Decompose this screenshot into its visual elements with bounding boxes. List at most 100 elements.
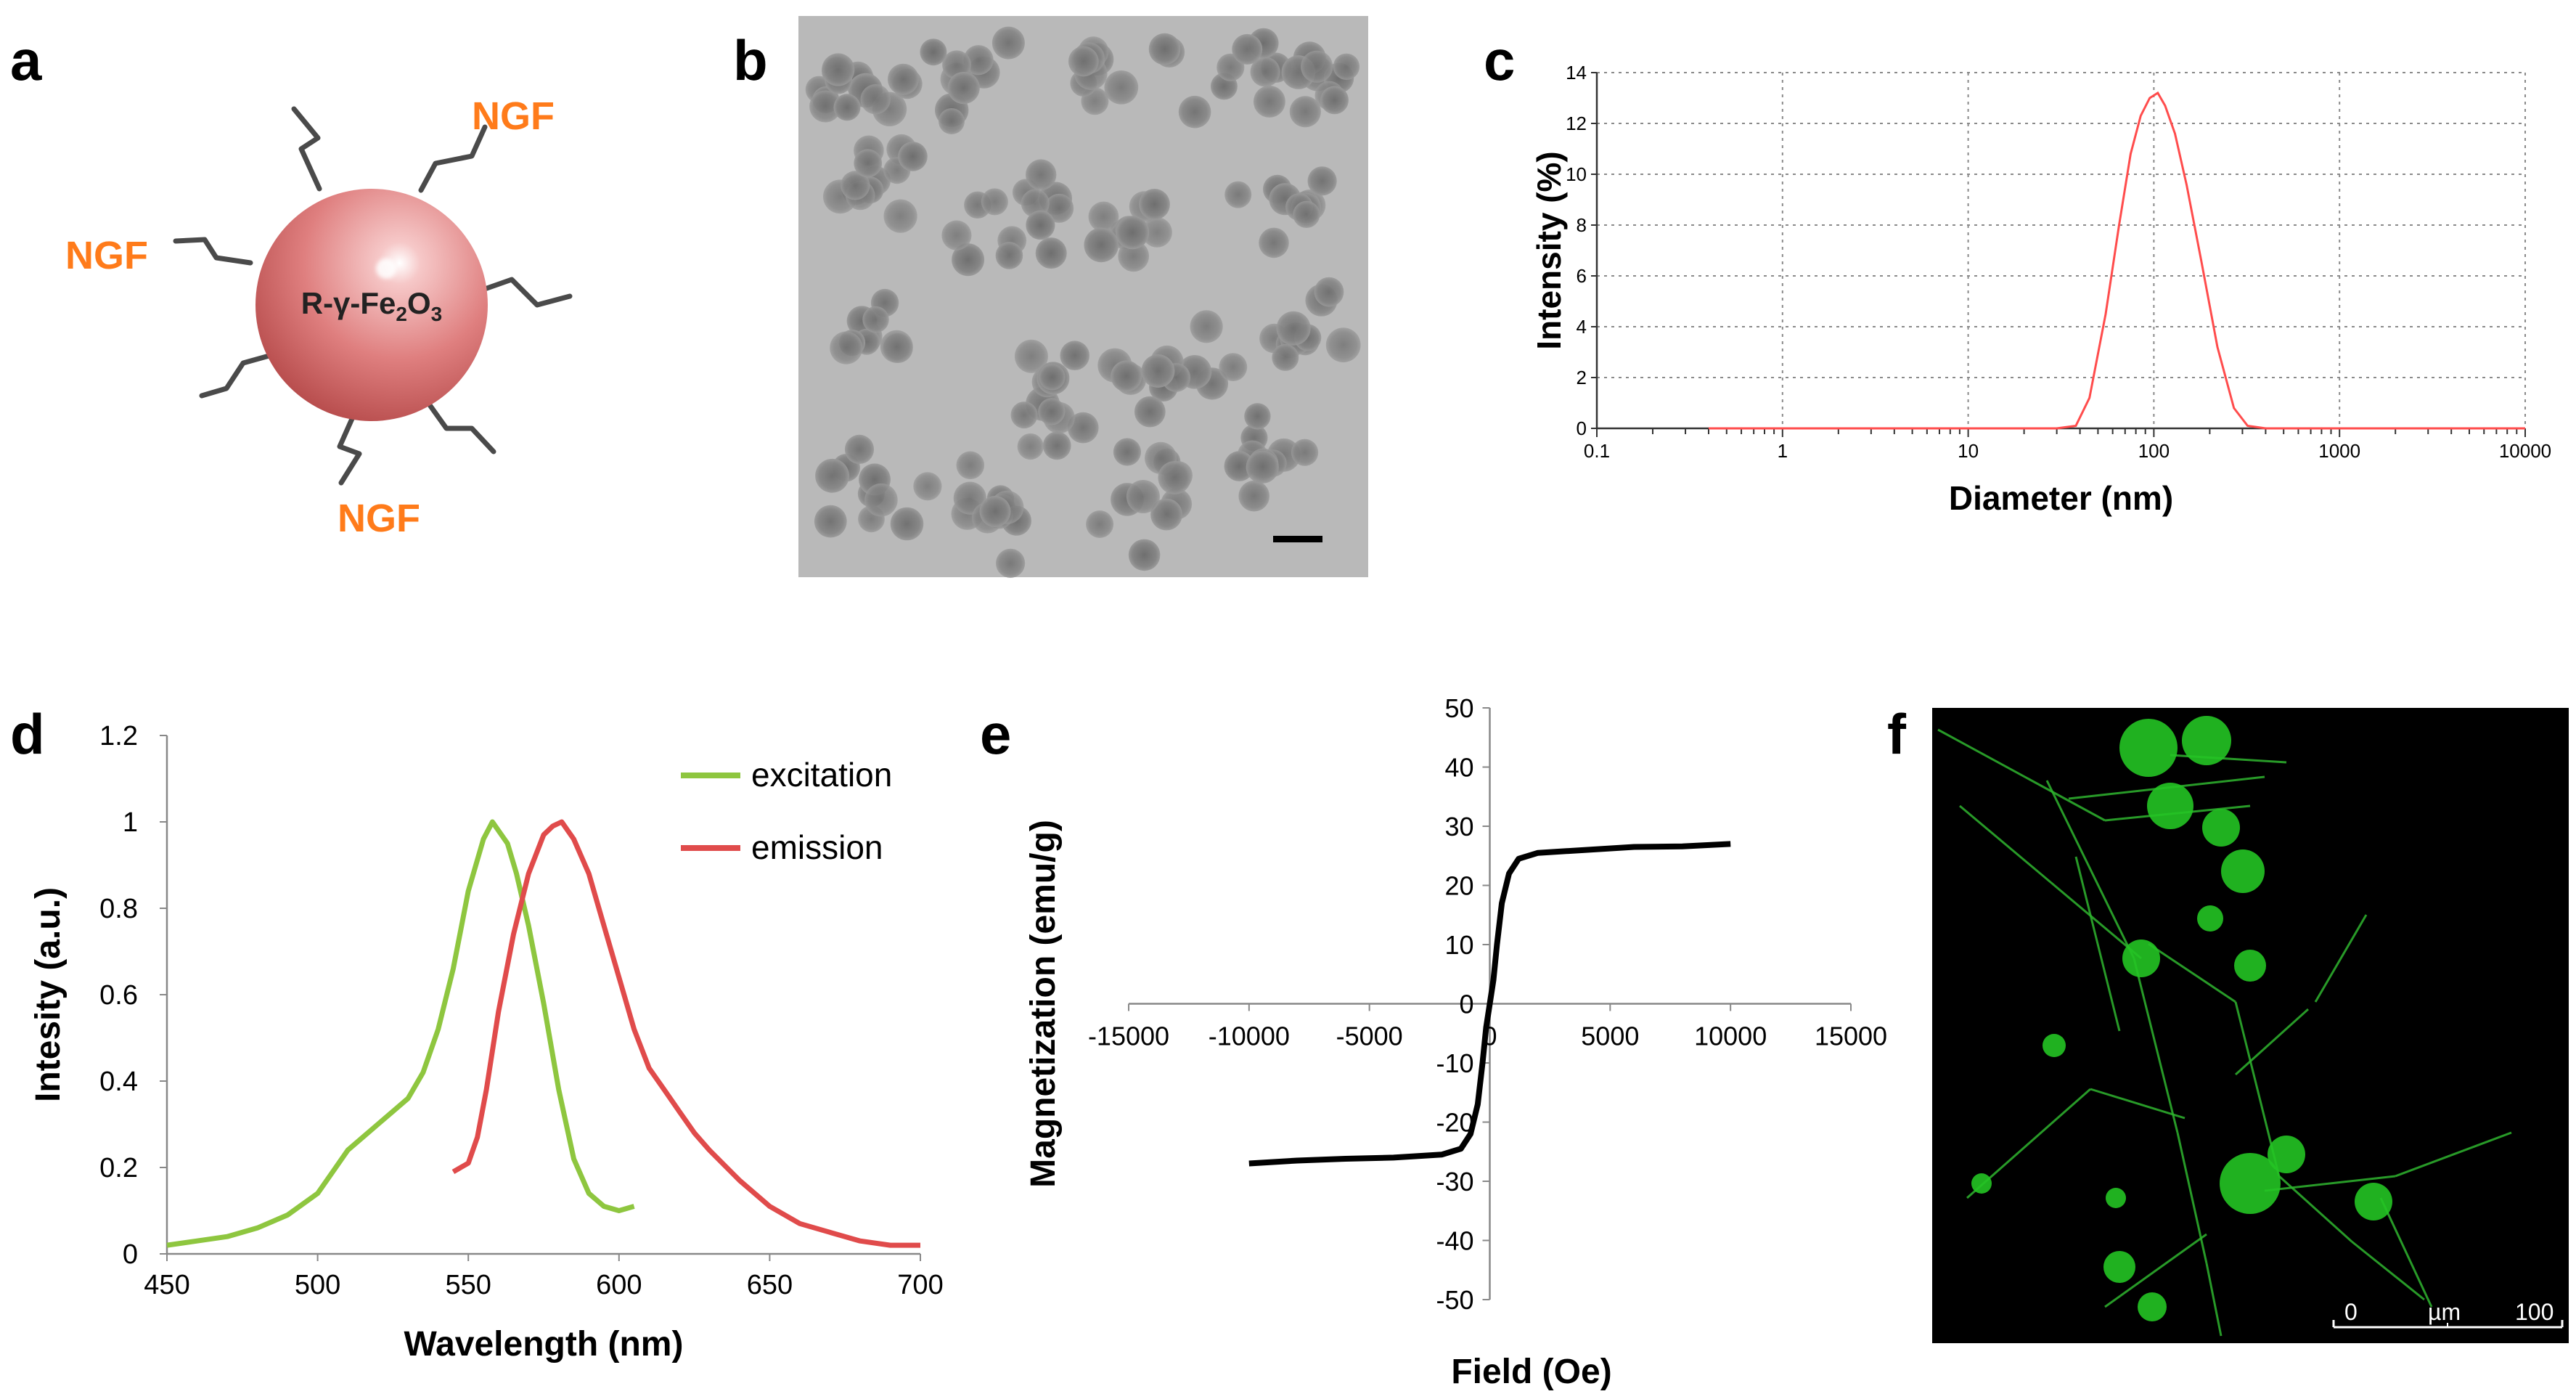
tem-nanoparticle <box>1068 46 1099 77</box>
d-x-tick-label: 500 <box>295 1270 340 1300</box>
tem-nanoparticle <box>913 472 942 501</box>
panel-a-letter: a <box>10 28 42 92</box>
e-x-tick-label: -5000 <box>1336 1022 1403 1051</box>
tem-nanoparticle <box>1118 240 1150 272</box>
e-y-tick-label: -50 <box>1436 1285 1473 1315</box>
tem-nanoparticle <box>830 331 863 364</box>
scale-label-start: 0 <box>2344 1299 2358 1325</box>
neurite <box>2148 942 2236 1003</box>
tem-nanoparticle <box>991 26 1025 60</box>
tem-nanoparticle <box>1128 539 1161 571</box>
e-x-tick-label: 5000 <box>1581 1022 1639 1051</box>
scale-label-unit: µm <box>2428 1299 2461 1325</box>
neurite <box>2395 1131 2512 1178</box>
c-y-tick-label: 2 <box>1577 367 1587 388</box>
tem-nanoparticle <box>996 548 1026 578</box>
tem-nanoparticle <box>1044 193 1074 223</box>
d-y-tick-label: 0.4 <box>99 1067 138 1097</box>
neuron-soma <box>2202 809 2240 847</box>
tem-nanoparticle <box>1291 439 1319 466</box>
neuron-soma <box>2147 783 2193 829</box>
tem-nanoparticle <box>1158 461 1191 494</box>
tem-nanoparticle <box>952 243 985 277</box>
tem-nanoparticle <box>1111 360 1142 392</box>
sphere-highlight <box>376 258 396 279</box>
tem-nanoparticle <box>1116 216 1150 250</box>
c-y-tick-label: 12 <box>1566 113 1587 134</box>
c-x-axis-label: Diameter (nm) <box>1949 479 2173 517</box>
e-y-tick-label: 30 <box>1444 812 1473 841</box>
tem-nanoparticle <box>1026 210 1055 240</box>
tem-nanoparticle <box>1250 57 1280 87</box>
tem-nanoparticle <box>844 434 875 465</box>
tem-nanoparticle <box>1253 85 1285 118</box>
neuron-soma <box>1971 1173 1992 1194</box>
neuron-soma <box>2268 1136 2305 1173</box>
tem-nanoparticle <box>814 505 847 538</box>
tem-nanoparticle <box>963 45 994 76</box>
ngf-label-bottom: NGF <box>338 497 420 540</box>
tem-nanoparticle <box>1026 159 1057 190</box>
neurite <box>2045 780 2135 959</box>
tem-nanoparticle <box>1086 510 1114 538</box>
tem-nanoparticle <box>1039 364 1066 391</box>
d-y-tick-label: 1.2 <box>99 721 138 751</box>
e-y-tick-label: 0 <box>1459 990 1473 1019</box>
neurite <box>2351 1240 2425 1301</box>
neuron-cells <box>1937 716 2512 1337</box>
ligand-chains <box>173 106 573 486</box>
tem-nanoparticle <box>1014 339 1048 373</box>
c-y-tick-label: 0 <box>1577 417 1587 439</box>
chart-d: 0 0.2 0.4 0.6 0.8 1 1.2 450 500 550 600 650 700 Wavel… <box>29 721 944 1364</box>
neurite <box>2090 1088 2185 1120</box>
particle-label: R-γ-Fe2O3 <box>301 286 443 325</box>
neuron-soma <box>2234 950 2266 982</box>
tem-nanoparticle <box>1219 353 1248 381</box>
tem-nanoparticle <box>1333 53 1360 81</box>
panel-a-schematic: R-γ-Fe2O3 NGF NGF NGF <box>65 94 573 540</box>
e-y-tick-label: 50 <box>1444 693 1473 723</box>
tem-nanoparticle <box>1084 227 1119 263</box>
e-y-tick-label: -20 <box>1436 1108 1473 1138</box>
panel-d-letter: d <box>10 702 45 766</box>
tem-nanoparticle <box>880 330 913 363</box>
c-x-tick-label: 10 <box>1958 440 1979 462</box>
tem-nanoparticle <box>890 507 924 541</box>
e-y-tick-label: 10 <box>1444 930 1473 960</box>
tem-nanoparticle <box>815 458 849 493</box>
panel-b-letter: b <box>733 28 768 92</box>
c-x-tick-label: 1 <box>1778 440 1788 462</box>
neuron-soma <box>2138 1292 2167 1321</box>
tem-nanoparticle <box>1126 480 1160 513</box>
tem-nanoparticle <box>1325 327 1361 363</box>
panel-c-letter: c <box>1484 28 1516 92</box>
neurite <box>2104 1233 2207 1308</box>
d-x-tick-label: 700 <box>897 1270 943 1300</box>
tem-nanoparticle <box>1067 412 1099 444</box>
neuron-soma <box>2197 905 2223 932</box>
tem-nanoparticle <box>1148 33 1181 65</box>
e-x-axis-label: Field (Oe) <box>1451 1353 1611 1391</box>
d-y-tick-label: 0.8 <box>99 894 138 924</box>
tem-nanoparticle <box>1134 396 1166 428</box>
tem-nanoparticle <box>947 72 980 105</box>
e-y-tick-label: 40 <box>1444 753 1473 783</box>
d-x-tick-label: 600 <box>596 1270 642 1300</box>
tem-nanoparticle <box>979 496 1011 527</box>
tem-nanoparticle <box>1139 189 1170 220</box>
e-x-tick-label: -10000 <box>1209 1022 1290 1051</box>
neurite <box>2234 1008 2310 1076</box>
tem-nanoparticle <box>862 306 889 333</box>
tem-nanoparticle <box>1224 451 1255 481</box>
c-x-tick-label: 0.1 <box>1584 440 1610 462</box>
tem-nanoparticle <box>809 90 842 123</box>
neurite <box>2379 1197 2433 1308</box>
tem-nanoparticle <box>1190 310 1223 343</box>
tem-nanoparticle <box>939 108 965 134</box>
confocal-scale-bar: 0 µm 100 <box>2332 1299 2564 1329</box>
neuron-soma <box>2182 716 2231 765</box>
tem-nanoparticle <box>841 171 870 200</box>
d-series-line-emission <box>451 819 920 1248</box>
tem-nanoparticle <box>1301 50 1333 83</box>
tem-nanoparticle <box>1038 398 1066 425</box>
